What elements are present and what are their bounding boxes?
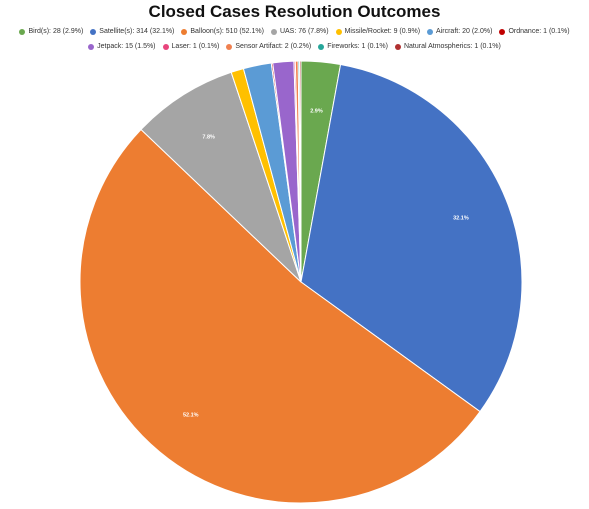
legend-label: Natural Atmospherics: 1 (0.1%) <box>403 43 501 50</box>
legend-swatch <box>499 28 506 35</box>
legend-swatch <box>318 43 325 50</box>
legend-label: Laser: 1 (0.1%) <box>171 43 220 50</box>
legend-item[interactable]: Ordnance: 1 (0.1%) <box>499 25 570 38</box>
slice-percent-label: 2.9% <box>310 108 323 114</box>
pie-slice[interactable] <box>300 63 523 413</box>
legend-row: Jetpack: 15 (1.5%) Laser: 1 (0.1%) Sensor … <box>10 40 579 53</box>
legend-swatch <box>181 28 188 35</box>
legend-item[interactable]: Natural Atmospherics: 1 (0.1%) <box>394 40 501 53</box>
legend-item[interactable]: Laser: 1 (0.1%) <box>162 40 220 53</box>
legend-label: Missile/Rocket: 9 (0.9%) <box>344 28 421 35</box>
legend-item[interactable]: Fireworks: 1 (0.1%) <box>318 40 388 53</box>
slice-percent-label: 32.1% <box>453 216 469 222</box>
legend-swatch <box>90 28 97 35</box>
legend-item[interactable]: Sensor Artifact: 2 (0.2%) <box>226 40 311 53</box>
legend-swatch <box>226 43 233 50</box>
legend-item[interactable]: Jetpack: 15 (1.5%) <box>88 40 156 53</box>
legend-swatch <box>427 28 434 35</box>
pie-slices <box>79 60 523 504</box>
legend-item[interactable]: Bird(s): 28 (2.9%) <box>19 25 83 38</box>
legend-swatch <box>335 28 342 35</box>
legend-item[interactable]: Balloon(s): 510 (52.1%) <box>181 25 264 38</box>
legend-swatch <box>270 28 277 35</box>
legend-label: UAS: 76 (7.8%) <box>279 28 329 35</box>
legend-row: Bird(s): 28 (2.9%) Satellite(s): 314 (32.… <box>10 25 579 38</box>
pie-slice[interactable] <box>140 71 302 283</box>
legend-item[interactable]: Aircraft: 20 (2.0%) <box>427 25 492 38</box>
legend-label: Bird(s): 28 (2.9%) <box>28 28 84 35</box>
pie-slice[interactable] <box>299 60 302 283</box>
legend-label: Aircraft: 20 (2.0%) <box>436 28 493 35</box>
legend-swatch <box>88 43 95 50</box>
chart-title: Closed Cases Resolution Outcomes <box>148 2 441 21</box>
legend-label: Balloon(s): 510 (52.1%) <box>190 28 264 35</box>
legend-item[interactable]: Satellite(s): 314 (32.1%) <box>90 25 174 38</box>
legend-label: Sensor Artifact: 2 (0.2%) <box>235 43 312 50</box>
legend-label: Satellite(s): 314 (32.1%) <box>99 28 175 35</box>
legend-swatch <box>394 43 401 50</box>
legend-swatch <box>162 43 169 50</box>
legend-label: Jetpack: 15 (1.5%) <box>97 43 156 50</box>
legend: Bird(s): 28 (2.9%) Satellite(s): 314 (32.… <box>10 25 579 55</box>
pie-slice[interactable] <box>79 128 481 504</box>
slice-percent-label: 7.8% <box>202 134 215 140</box>
slice-percent-label: 52.1% <box>183 413 199 419</box>
legend-label: Fireworks: 1 (0.1%) <box>327 43 388 50</box>
legend-label: Ordnance: 1 (0.1%) <box>508 28 570 35</box>
pie-labels: 2.9% 32.1% 52.1% 7.8% <box>183 108 469 418</box>
legend-item[interactable]: UAS: 76 (7.8%) <box>270 25 329 38</box>
legend-item[interactable]: Missile/Rocket: 9 (0.9%) <box>335 25 421 38</box>
legend-swatch <box>19 28 26 35</box>
